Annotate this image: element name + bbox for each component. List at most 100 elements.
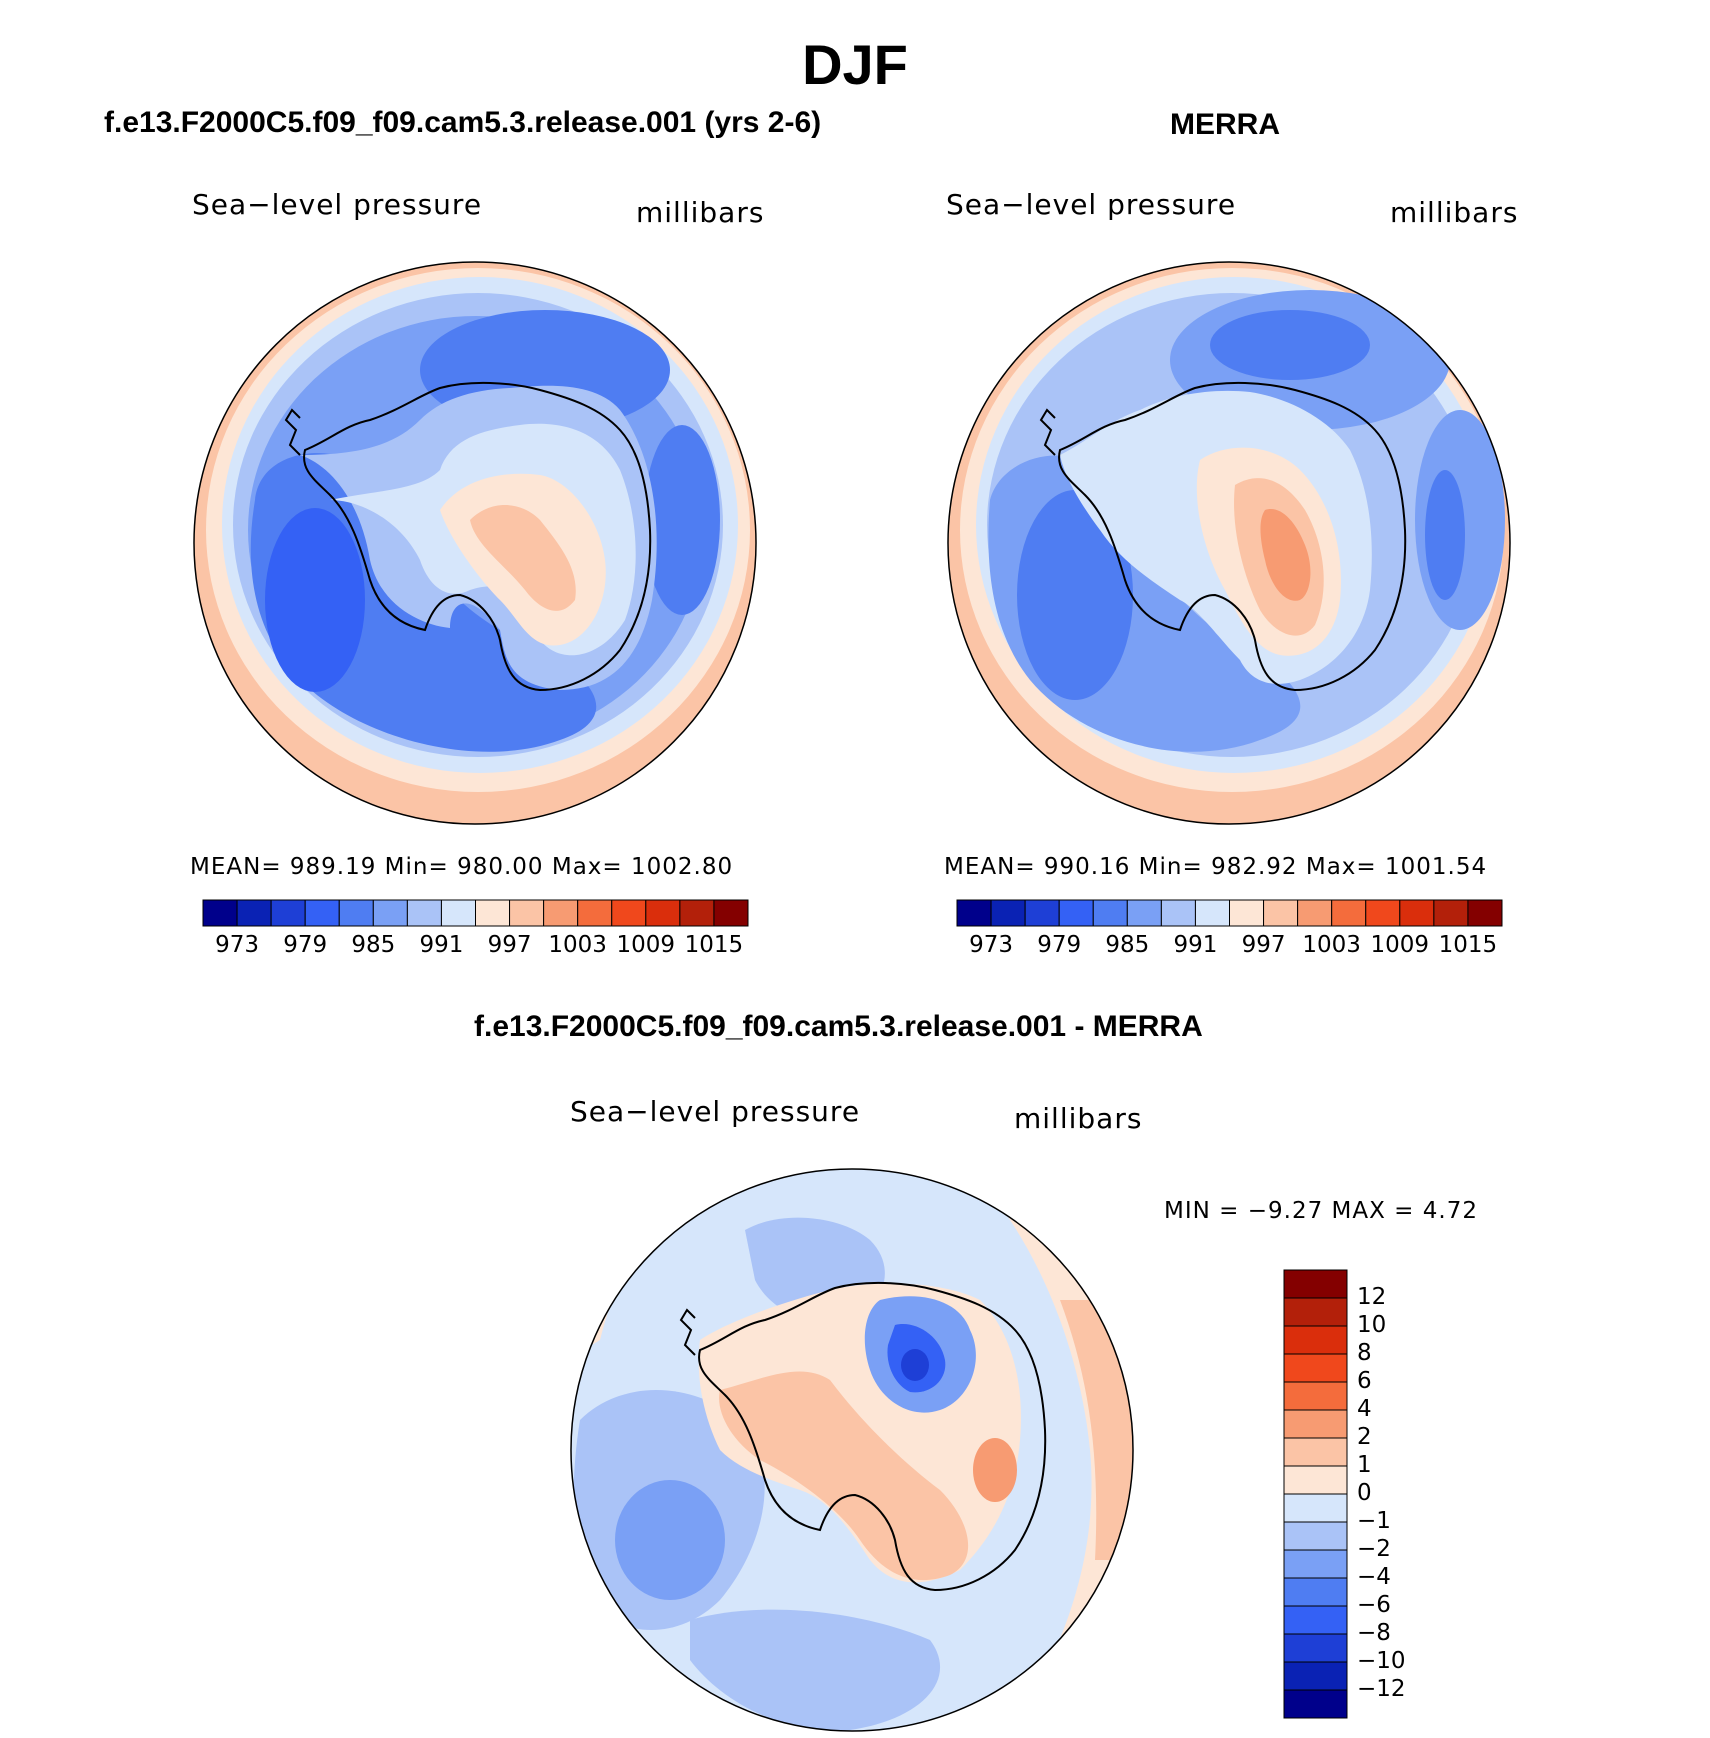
diff-colorbar-tick-label: 6 (1357, 1368, 1372, 1394)
diff-colorbar-box (1283, 1689, 1348, 1719)
panel1-colorbar-tick-label: 1009 (616, 932, 676, 958)
panel1-colorbar-box (543, 899, 579, 927)
panel2-colorbar-box (1263, 899, 1299, 927)
diff-colorbar-box (1283, 1493, 1348, 1523)
panel1-colorbar-tick-label: 985 (351, 932, 396, 958)
panel2-map (947, 261, 1511, 825)
panel2-colorbar-box (1160, 899, 1196, 927)
diff-continent-2 (719, 1371, 969, 1581)
panel1-colorbar-box (577, 899, 613, 927)
panel1-variable-label: Sea−level pressure (192, 188, 483, 221)
panel2-colorbar-box (1024, 899, 1060, 927)
diff-colorbar-tick-label: 8 (1357, 1340, 1372, 1366)
panel1-colorbar-box (509, 899, 545, 927)
panel1-colorbar-box (202, 899, 238, 927)
panel1-colorbar-tick-label: 1015 (684, 932, 744, 958)
panel2-stats: MEAN= 990.16 Min= 982.92 Max= 1001.54 (944, 854, 1488, 880)
panel1-coastline (303, 381, 652, 692)
panel1-continent-1000 (470, 505, 576, 611)
panel2-continent-1003 (1260, 509, 1311, 601)
panel2-colorbar-box (1467, 899, 1503, 927)
panel1-colorbar-box (713, 899, 749, 927)
panel2-map-border (947, 261, 1511, 825)
panel2-colorbar-box (1229, 899, 1265, 927)
panel2-colorbar-tick-label: 985 (1105, 932, 1150, 958)
panel2-colorbar-box (990, 899, 1026, 927)
panel1-colorbar-box (645, 899, 681, 927)
diff-colorbar-box (1283, 1577, 1348, 1607)
diff-coastline (698, 1281, 1047, 1592)
panel1-units-label: millibars (636, 196, 765, 229)
diff-east-positive-core (1060, 1300, 1133, 1560)
diff-colorbar-tick-label: 1 (1357, 1452, 1372, 1478)
panel2-colorbar-tick-label: 1015 (1438, 932, 1498, 958)
diff-map (570, 1168, 1134, 1732)
panel1-colorbar-box (406, 899, 442, 927)
panel2-colorbar-box (1058, 899, 1094, 927)
diff-colorbar-box (1283, 1465, 1348, 1495)
panel2-colorbar (956, 899, 1503, 927)
panel1-colorbar-box (372, 899, 408, 927)
panel2-colorbar-box (1331, 899, 1367, 927)
diff-colorbar (1283, 1269, 1348, 1719)
panel2-colorbar-box (1433, 899, 1469, 927)
panel2-colorbar-tick-label: 1003 (1302, 932, 1361, 958)
diff-colorbar-box (1283, 1409, 1348, 1439)
panel1-colorbar-box (475, 899, 511, 927)
panel2-colorbar-tick-label: 991 (1173, 932, 1218, 958)
panel1-colorbar (202, 899, 749, 927)
diff-colorbar-tick-label: −2 (1357, 1536, 1391, 1562)
diff-colorbar-tick-label: 2 (1357, 1424, 1372, 1450)
panel1-peninsula (284, 408, 301, 456)
panel1-low-east (644, 425, 720, 615)
panel2-low-indian-core (1210, 310, 1370, 380)
diff-colorbar-box (1283, 1549, 1348, 1579)
diff-peninsula (679, 1308, 696, 1356)
panel1-title: f.e13.F2000C5.f09_f09.cam5.3.release.001… (104, 106, 822, 139)
panel2-coastline (1058, 381, 1407, 692)
panel1-map-border (193, 261, 757, 825)
diff-colorbar-box (1283, 1661, 1348, 1691)
diff-continent-minimum (901, 1349, 929, 1381)
panel1-map (193, 261, 757, 825)
panel2-low-east-core (1425, 470, 1465, 600)
diff-continent-maximum (973, 1438, 1017, 1502)
panel2-variable-label: Sea−level pressure (946, 188, 1237, 221)
panel2-colorbar-box (1126, 899, 1162, 927)
panel2-colorbar-box (1399, 899, 1435, 927)
panel1-colorbar-box (440, 899, 476, 927)
panel2-colorbar-box (956, 899, 992, 927)
panel1-colorbar-tick-label: 991 (419, 932, 464, 958)
panel1-colorbar-box (611, 899, 647, 927)
diff-colorbar-tick-label: −6 (1357, 1592, 1391, 1618)
diff-colorbar-box (1283, 1437, 1348, 1467)
diff-units-label: millibars (1014, 1102, 1143, 1135)
panel2-colorbar-tick-label: 997 (1241, 932, 1286, 958)
panel1-colorbar-box (304, 899, 340, 927)
diff-colorbar-tick-label: −1 (1357, 1508, 1391, 1534)
diff-colorbar-tick-label: −10 (1357, 1648, 1406, 1674)
figure-title: DJF (802, 33, 908, 96)
diff-min-max: MIN = −9.27 MAX = 4.72 (1164, 1198, 1478, 1224)
panel2-colorbar-tick-label: 1009 (1370, 932, 1430, 958)
diff-colorbar-box (1283, 1325, 1348, 1355)
diff-colorbar-box (1283, 1269, 1348, 1299)
panel1-colorbar-box (679, 899, 715, 927)
panel1-colorbar-box (270, 899, 306, 927)
panel1-colorbar-tick-label: 979 (283, 932, 328, 958)
diff-colorbar-box (1283, 1381, 1348, 1411)
panel2-colorbar-box (1092, 899, 1128, 927)
diff-colorbar-tick-label: 10 (1357, 1312, 1387, 1338)
diff-map-border (570, 1168, 1134, 1732)
diff-colorbar-box (1283, 1605, 1348, 1635)
panel1-colorbar-tick-label: 973 (215, 932, 260, 958)
diff-west-positive-core (571, 1200, 593, 1310)
diff-south-negative (690, 1609, 941, 1731)
diff-pacific-negative-core (615, 1480, 725, 1600)
panel2-colorbar-box (1365, 899, 1401, 927)
diff-title: f.e13.F2000C5.f09_f09.cam5.3.release.001… (474, 1010, 1203, 1043)
panel2-units-label: millibars (1390, 196, 1519, 229)
panel2-colorbar-box (1194, 899, 1230, 927)
panel1-low-core (265, 508, 365, 692)
diff-colorbar-tick-label: −8 (1357, 1620, 1391, 1646)
